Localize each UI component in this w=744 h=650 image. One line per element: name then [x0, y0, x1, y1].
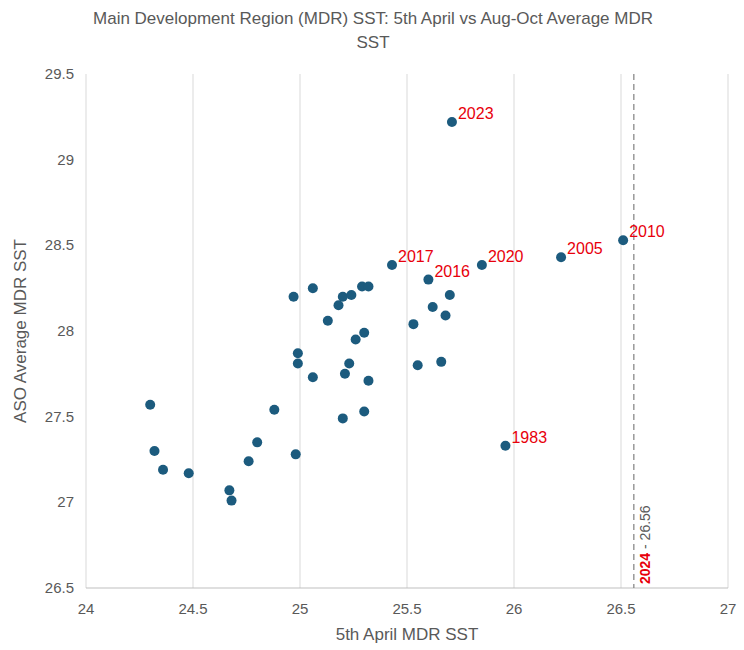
- reference-label: 2024 - 26.56: [637, 505, 653, 584]
- y-tick-label: 29.5: [45, 65, 74, 82]
- point: [351, 335, 361, 345]
- title-line: SST: [356, 33, 389, 52]
- grid-line: [621, 74, 622, 588]
- y-tick-label: 29: [57, 151, 74, 168]
- point: [428, 302, 438, 312]
- point: [556, 252, 566, 262]
- point: [363, 281, 373, 291]
- point: [445, 290, 455, 300]
- x-tick-label: 26.5: [606, 600, 635, 617]
- point: [338, 292, 348, 302]
- point-label: 1983: [511, 429, 547, 446]
- point: [387, 260, 397, 270]
- point-label: 2010: [629, 223, 665, 240]
- point: [359, 328, 369, 338]
- x-tick-label: 26: [506, 600, 523, 617]
- y-tick: [82, 245, 86, 246]
- point: [145, 400, 155, 410]
- point: [340, 369, 350, 379]
- point: [344, 359, 354, 369]
- point: [289, 292, 299, 302]
- x-tick-label: 25.5: [392, 600, 421, 617]
- y-tick: [82, 331, 86, 332]
- point: [149, 446, 159, 456]
- point: [308, 372, 318, 382]
- point: [252, 437, 262, 447]
- point: [359, 407, 369, 417]
- x-axis-label: 5th April MDR SST: [336, 625, 479, 644]
- y-tick: [82, 74, 86, 75]
- point: [618, 235, 628, 245]
- y-tick-label: 26.5: [45, 579, 74, 596]
- point: [447, 117, 457, 127]
- y-tick: [82, 416, 86, 417]
- y-tick-label: 27.5: [45, 408, 74, 425]
- grid-line: [407, 74, 408, 588]
- point: [436, 357, 446, 367]
- point: [293, 348, 303, 358]
- plot-area: [145, 74, 634, 588]
- grid-line: [193, 74, 194, 588]
- point: [244, 456, 254, 466]
- point: [423, 275, 433, 285]
- point: [291, 449, 301, 459]
- point-label: 2005: [567, 240, 603, 257]
- x-tick-label: 24: [78, 600, 95, 617]
- y-tick: [82, 588, 86, 589]
- point: [441, 311, 451, 321]
- grid-line: [300, 74, 301, 588]
- reference-label-year: 2024: [637, 553, 653, 584]
- x-tick-label: 27: [720, 600, 737, 617]
- y-tick: [82, 502, 86, 503]
- point: [500, 441, 510, 451]
- point: [338, 413, 348, 423]
- point: [158, 465, 168, 475]
- point: [477, 260, 487, 270]
- y-axis-label: ASO Average MDR SST: [11, 239, 30, 423]
- point-label: 2017: [398, 248, 434, 265]
- point-label: 2023: [458, 105, 494, 122]
- point-label: 2016: [434, 263, 470, 280]
- point: [269, 405, 279, 415]
- grid-line: [514, 74, 515, 588]
- grid-line: [728, 74, 729, 588]
- point: [308, 283, 318, 293]
- point: [346, 290, 356, 300]
- y-tick: [82, 159, 86, 160]
- title-line: Main Development Region (MDR) SST: 5th A…: [93, 9, 653, 28]
- x-tick-label: 24.5: [178, 600, 207, 617]
- point-label: 2020: [488, 248, 524, 265]
- y-tick-label: 28.5: [45, 236, 74, 253]
- point: [293, 359, 303, 369]
- chart: 24 24.5 25 25.5 26 26.5 27 26.5 27 27.5 28 28.5 29 29…: [0, 0, 744, 650]
- reference-line: [633, 74, 634, 588]
- point: [224, 485, 234, 495]
- point: [408, 319, 418, 329]
- x-tick-label: 25: [292, 600, 309, 617]
- point: [413, 360, 423, 370]
- reference-label-value: - 26.56: [637, 505, 653, 553]
- point: [334, 300, 344, 310]
- y-tick-label: 27: [57, 493, 74, 510]
- title: Main Development Region (MDR) SST: 5th A…: [93, 9, 653, 52]
- point: [227, 496, 237, 506]
- y-tick-label: 28: [57, 322, 74, 339]
- point: [363, 376, 373, 386]
- point: [323, 316, 333, 326]
- x-axis: [86, 588, 728, 589]
- point: [184, 468, 194, 478]
